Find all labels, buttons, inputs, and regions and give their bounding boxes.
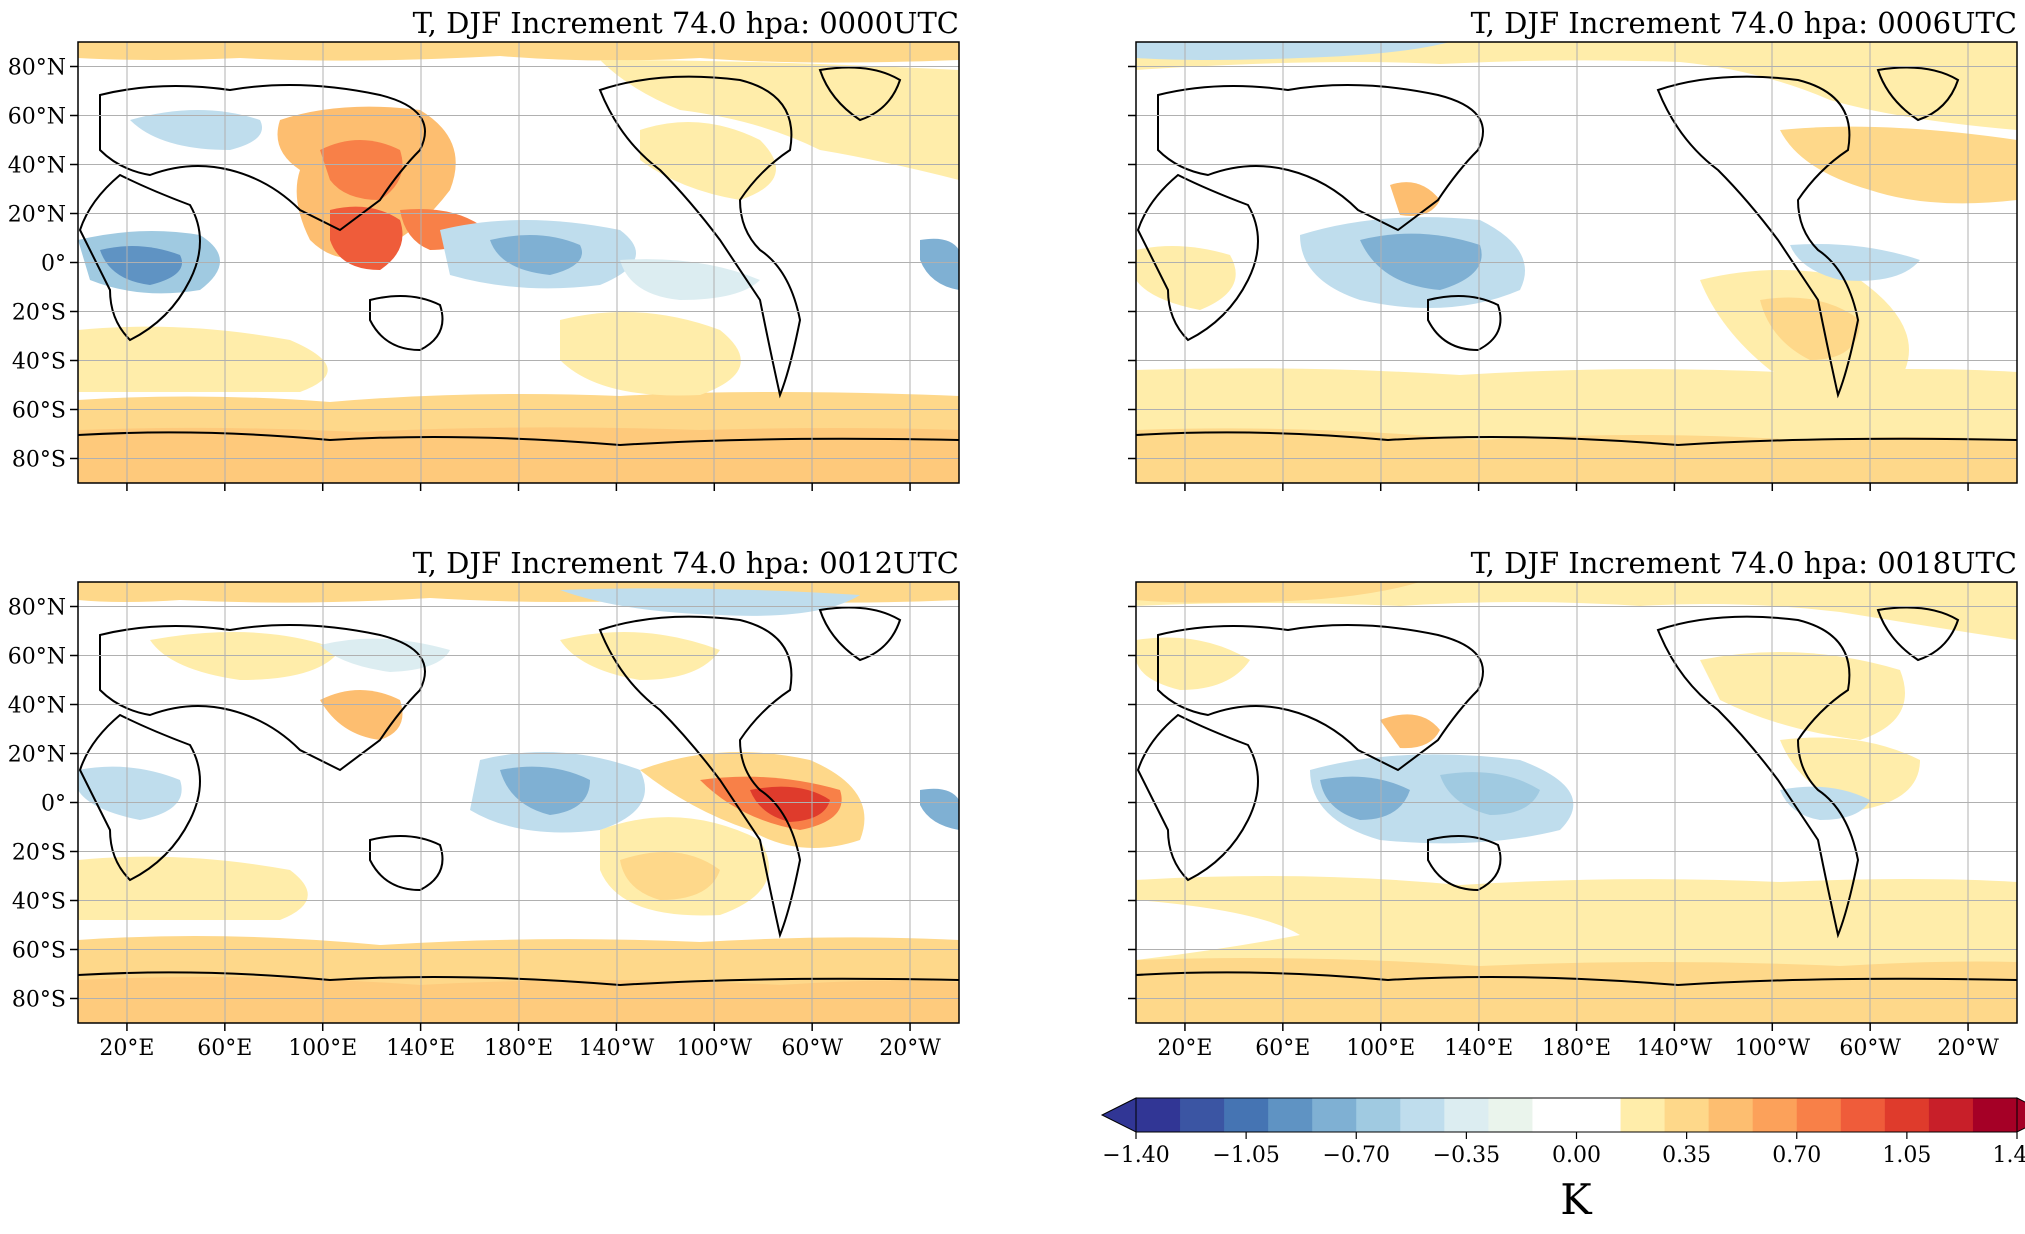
map-panel-0012utc: T, DJF Increment 74.0 hpa: 0012UTC [8,546,960,1062]
colorbar-swatch [1532,1098,1578,1132]
lon-tick-label: 60°E [1255,1036,1310,1061]
colorbar-extend-max [2016,1097,2025,1133]
lon-tick-label: 100°E [288,1036,357,1061]
lon-tick-label: 140°E [386,1036,455,1061]
colorbar-tick-label: −1.40 [1102,1143,1169,1168]
colorbar-unit: K [1560,1175,1593,1224]
colorbar-swatch [1884,1098,1930,1132]
panel-title: T, DJF Increment 74.0 hpa: 0018UTC [1471,546,2017,580]
lon-tick-label: 100°E [1346,1036,1415,1061]
colorbar: −1.40 −1.05 −0.70 −0.35 0.00 0.35 0.70 1.05 1.40… [1100,1097,2025,1224]
colorbar-swatch [1576,1098,1622,1132]
colorbar-ticks: −1.40 −1.05 −0.70 −0.35 0.00 0.35 0.70 1.05 1.40 [1102,1132,2025,1168]
colorbar-swatch [1268,1098,1313,1132]
lat-tick-label: 20°N [8,743,66,768]
colorbar-tick-label: 0.35 [1662,1143,1711,1168]
lon-tick-label: 180°E [484,1036,553,1061]
lat-tick-label: 20°S [12,841,66,866]
lon-tick-label: 140°W [579,1036,655,1061]
axis-ticks: 20°E 60°E 100°E 140°E 180°E 140°W 100°W 60°W 20°… [1128,605,1999,1061]
lat-tick-label: 60°S [12,939,66,964]
coastlines [1136,66,2017,447]
lon-tick-label: 180°E [1542,1036,1611,1061]
map-panel-0000utc: T, DJF Increment 74.0 hpa: 0000UTC [8,6,960,491]
axis-ticks [1128,65,1969,491]
lon-tick-label: 100°W [676,1036,752,1061]
colorbar-swatch [1840,1098,1886,1132]
lat-tick-label: 60°N [8,105,66,130]
colorbar-swatch [1664,1098,1710,1132]
lat-tick-label: 40°S [12,350,66,375]
gridlines [1136,42,2017,483]
lon-tick-label: 20°W [879,1036,941,1061]
colorbar-swatch [1444,1098,1489,1132]
lon-tick-label: 100°W [1734,1036,1810,1061]
colorbar-swatch [1928,1098,1974,1132]
colorbar-swatch [1180,1098,1225,1132]
lon-tick-label: 60°W [1839,1036,1901,1061]
lat-tick-label: 20°N [8,203,66,228]
colorbar-tick-label: −0.35 [1433,1143,1500,1168]
lat-tick-label: 40°N [8,694,66,719]
map-panel-0006utc: T, DJF Increment 74.0 hpa: 0006UTC [1128,6,2018,491]
axis-ticks: 80°N 60°N 40°N 20°N 0° 20°S 40°S 60°S 80°S [8,56,911,491]
lon-tick-label: 20°W [1937,1036,1999,1061]
colorbar-tick-label: 1.05 [1882,1143,1931,1168]
panel-title: T, DJF Increment 74.0 hpa: 0000UTC [413,6,959,40]
colorbar-swatch [1708,1098,1754,1132]
lon-tick-label: 140°W [1637,1036,1713,1061]
gridlines [78,42,959,483]
axis-ticks: 80°N 60°N 40°N 20°N 0° 20°S 40°S 60°S 80°S 20°E 60… [8,596,941,1062]
lon-tick-label: 20°E [99,1036,154,1061]
colorbar-swatch [1752,1098,1798,1132]
colorbar-swatch [1136,1098,1181,1132]
colorbar-tick-label: 0.00 [1552,1143,1601,1168]
lat-tick-label: 60°N [8,645,66,670]
gridlines [1136,582,2017,1023]
lat-tick-label: 40°S [12,890,66,915]
colorbar-swatch [1972,1098,2018,1132]
lon-tick-label: 60°E [197,1036,252,1061]
colorbar-swatch [1356,1098,1401,1132]
lat-tick-label: 20°S [12,301,66,326]
colorbar-swatch [1312,1098,1357,1132]
lat-tick-label: 80°S [12,448,66,473]
lat-tick-label: 0° [41,252,66,277]
lat-tick-label: 80°N [8,596,66,621]
colorbar-tick-label: −0.70 [1323,1143,1390,1168]
colorbar-swatch [1488,1098,1534,1132]
colorbar-extend-min [1100,1097,1137,1133]
coastlines [1136,606,2017,987]
colorbar-swatch [1224,1098,1269,1132]
lon-tick-label: 20°E [1157,1036,1212,1061]
panel-title: T, DJF Increment 74.0 hpa: 0006UTC [1471,6,2017,40]
lat-tick-label: 40°N [8,154,66,179]
colorbar-tick-label: 0.70 [1772,1143,1821,1168]
coastlines [78,66,959,447]
gridlines [78,582,959,1023]
colorbar-swatch [1796,1098,1842,1132]
colorbar-tick-label: 1.40 [1993,1143,2025,1168]
colorbar-swatches [1100,1097,2025,1133]
colorbar-swatch [1620,1098,1666,1132]
lat-tick-label: 80°N [8,56,66,81]
lat-tick-label: 80°S [12,988,66,1013]
colorbar-swatch [1400,1098,1445,1132]
coastlines [78,606,959,987]
colorbar-tick-label: −1.05 [1212,1143,1279,1168]
lon-tick-label: 140°E [1444,1036,1513,1061]
map-panel-0018utc: T, DJF Increment 74.0 hpa: 0018UTC [1128,546,2018,1061]
lat-tick-label: 0° [41,792,66,817]
panel-title: T, DJF Increment 74.0 hpa: 0012UTC [413,546,959,580]
lat-tick-label: 60°S [12,399,66,424]
lon-tick-label: 60°W [781,1036,843,1061]
